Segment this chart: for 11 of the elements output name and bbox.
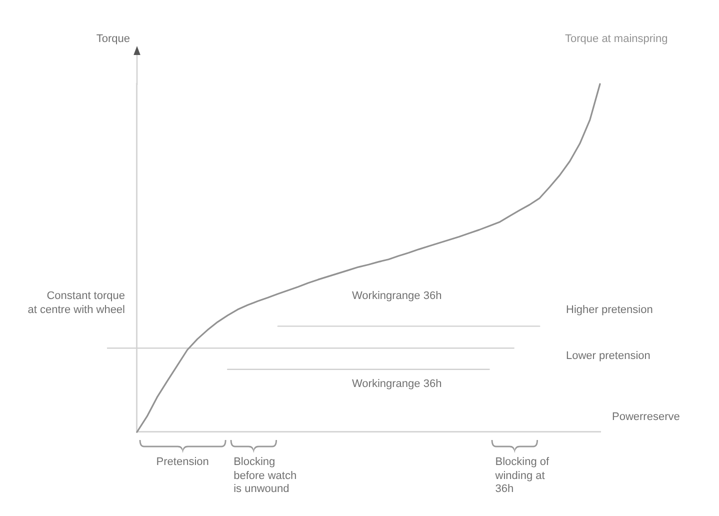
annotation: Workingrange 36h [352, 290, 442, 304]
text: Blocking of winding at 36h [495, 456, 550, 496]
y-axis-title: Torque [96, 33, 130, 46]
annotation: Lower pretension [566, 350, 650, 364]
ref-line-label: Constant torque at centre with wheel [28, 290, 125, 318]
x-axis-title: Powerreserve [612, 411, 680, 424]
text: Pretension [156, 456, 209, 470]
text: Torque at mainspring [565, 33, 668, 46]
text: Blocking before watch is unwound [234, 456, 298, 496]
annotation: Higher pretension [566, 304, 653, 318]
annotation: Workingrange 36h [352, 378, 442, 392]
